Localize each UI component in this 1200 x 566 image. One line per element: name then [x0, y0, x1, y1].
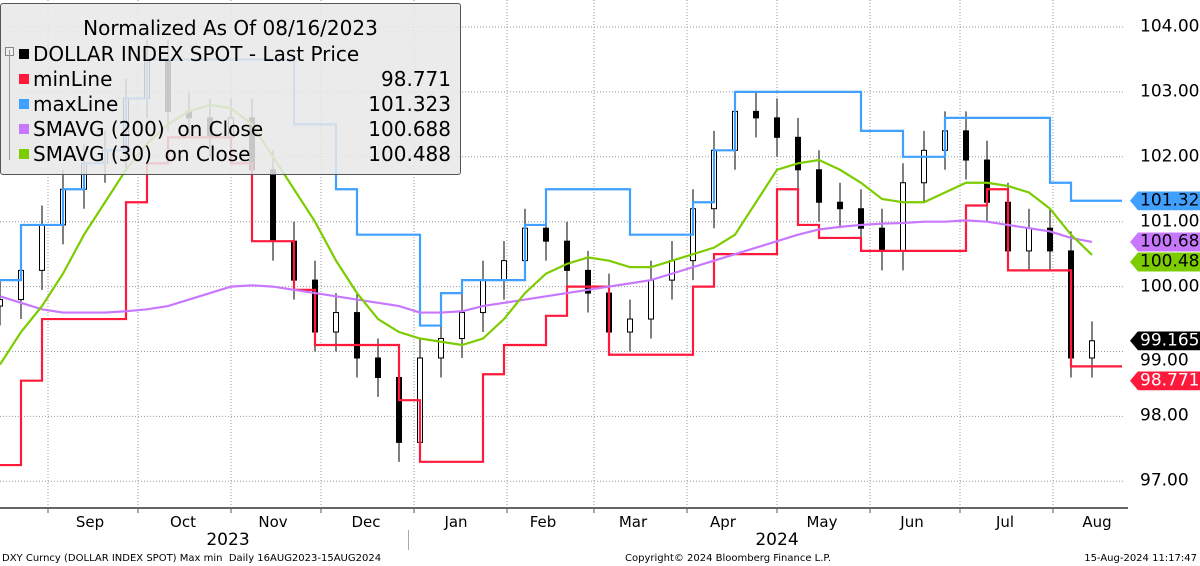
candle-body: [900, 182, 906, 252]
x-month-label: Feb: [529, 513, 557, 531]
legend-value: 101.323: [368, 92, 451, 116]
last-value-tag: 99.165: [1130, 331, 1200, 351]
legend-swatch: [19, 99, 29, 109]
candle-body: [627, 318, 633, 333]
candle-body: [375, 357, 381, 378]
candle-body: [816, 169, 822, 203]
year-divider: [408, 530, 409, 550]
y-tick-label: 101.00: [1140, 211, 1200, 232]
last-value-tag: 101.323: [1130, 191, 1200, 211]
candle-body: [0, 299, 3, 307]
legend-label: minLine: [33, 67, 113, 91]
legend-item[interactable]: maxLine 101.323: [15, 92, 451, 116]
candle-body: [354, 312, 360, 359]
x-month-label: May: [806, 513, 838, 531]
candle-body: [1047, 227, 1053, 252]
candle-body: [333, 312, 339, 333]
legend-label: SMAVG (30) on Close: [33, 142, 251, 166]
candle-body: [459, 312, 465, 340]
candle-body: [648, 279, 654, 320]
x-year-label: 2024: [755, 530, 799, 550]
candle-body: [774, 117, 780, 138]
legend-label: SMAVG (200) on Close: [33, 117, 264, 141]
x-month-label: Sep: [75, 513, 105, 531]
candle-body: [501, 260, 507, 281]
legend-item[interactable]: minLine 98.771: [15, 67, 451, 91]
last-value-tag: 100.488: [1130, 252, 1200, 272]
last-value-tag: 100.688: [1130, 232, 1200, 252]
x-month-label: Apr: [710, 513, 736, 531]
y-tick-label: 100.00: [1140, 276, 1200, 297]
candle-body: [858, 208, 864, 229]
legend: Normalized As Of 08/16/2023 DOLLAR INDEX…: [0, 3, 461, 175]
y-tick-label: 102.00: [1140, 146, 1200, 167]
legend-tree-line: [9, 50, 16, 160]
y-tick-label: 103.00: [1140, 81, 1200, 102]
legend-value: 100.488: [368, 142, 451, 166]
x-month-label: Dec: [351, 513, 381, 531]
footer-ticker-info: DXY Curncy (DOLLAR INDEX SPOT) Max min D…: [2, 553, 382, 564]
legend-swatch: [19, 74, 29, 84]
y-tick-label: 99.00: [1140, 350, 1189, 371]
candle-body: [669, 260, 675, 281]
legend-label: DOLLAR INDEX SPOT - Last Price: [33, 42, 360, 66]
legend-swatch: [19, 149, 29, 159]
footer-copyright: Copyright© 2024 Bloomberg Finance L.P.: [625, 553, 832, 564]
y-tick-label: 98.00: [1140, 405, 1189, 426]
candle-body: [753, 110, 759, 119]
candle-body: [879, 227, 885, 252]
candle-body: [39, 224, 45, 271]
x-month-label: Oct: [170, 513, 196, 531]
x-month-label: Jan: [444, 513, 468, 531]
legend-label: maxLine: [33, 92, 119, 116]
x-month-label: Jul: [995, 513, 1015, 531]
legend-value: 100.688: [368, 117, 451, 141]
candle-body: [1089, 340, 1095, 359]
x-year-label: 2023: [206, 530, 250, 550]
candle-body: [438, 338, 444, 359]
x-month-label: Aug: [1082, 513, 1112, 531]
x-month-label: Jun: [900, 513, 924, 531]
candle-body: [585, 269, 591, 294]
x-month-label: Mar: [618, 513, 648, 531]
legend-swatch: [19, 49, 29, 59]
footer-timestamp: 15-Aug-2024 11:17:47: [1084, 553, 1197, 564]
legend-item[interactable]: SMAVG (30) on Close 100.488: [15, 142, 451, 166]
legend-value: 98.771: [381, 67, 451, 91]
candle-body: [837, 201, 843, 210]
candle-body: [1026, 227, 1032, 252]
candle-body: [921, 149, 927, 184]
legend-title: Normalized As Of 08/16/2023: [83, 16, 378, 40]
candle-body: [270, 169, 276, 242]
legend-item[interactable]: DOLLAR INDEX SPOT - Last Price: [15, 42, 451, 66]
candle-body: [480, 279, 486, 314]
series-smavg-200-on-close: [0, 219, 1093, 314]
candle-body: [543, 227, 549, 242]
legend-item[interactable]: SMAVG (200) on Close 100.688: [15, 117, 451, 141]
x-month-label: Nov: [258, 513, 288, 531]
candle-body: [564, 240, 570, 271]
legend-swatch: [19, 124, 29, 134]
candle-body: [795, 136, 801, 171]
y-tick-label: 104.00: [1140, 16, 1200, 37]
candle-body: [963, 130, 969, 161]
y-tick-label: 97.00: [1140, 470, 1189, 491]
last-value-tag: 98.771: [1130, 371, 1200, 391]
